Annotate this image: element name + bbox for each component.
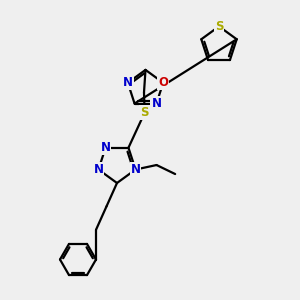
Text: S: S xyxy=(140,106,149,119)
Text: O: O xyxy=(158,76,168,89)
Text: S: S xyxy=(215,20,223,33)
Text: N: N xyxy=(100,141,110,154)
Text: N: N xyxy=(152,97,161,110)
Text: N: N xyxy=(94,163,103,176)
Text: N: N xyxy=(123,76,133,89)
Text: N: N xyxy=(130,163,140,176)
